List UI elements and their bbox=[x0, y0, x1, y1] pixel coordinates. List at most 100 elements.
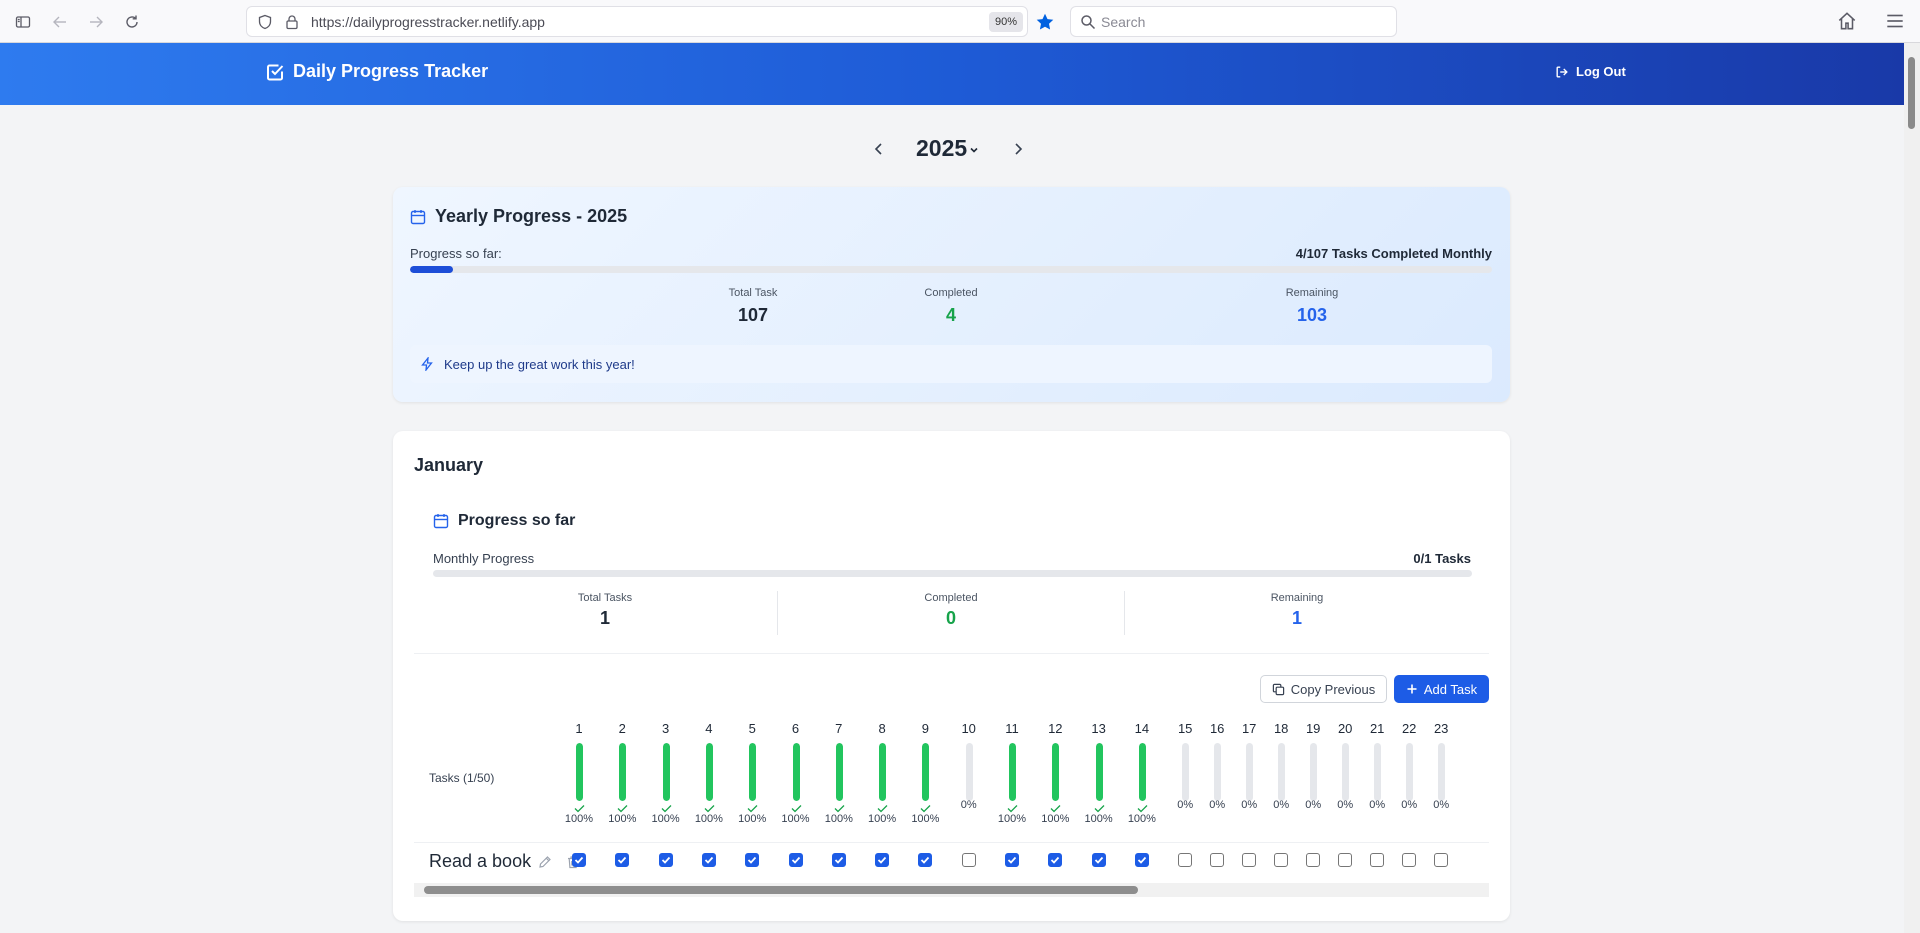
day-checkbox[interactable] bbox=[1370, 853, 1385, 867]
day-progress-bar bbox=[705, 743, 713, 801]
stat-label: Total Tasks bbox=[577, 592, 633, 604]
day-progress-fill bbox=[835, 743, 843, 801]
checkmark-icon bbox=[704, 805, 715, 813]
month-title: January bbox=[414, 455, 484, 475]
stat-divider bbox=[777, 591, 778, 635]
year-value: 2025 bbox=[916, 135, 968, 161]
day-number: 22 bbox=[1401, 721, 1417, 736]
tracking-shield-icon[interactable] bbox=[257, 14, 273, 30]
stat-value: 103 bbox=[1296, 305, 1328, 325]
day-progress-fill bbox=[662, 743, 670, 801]
day-checkbox[interactable] bbox=[1091, 853, 1106, 867]
day-checkbox[interactable] bbox=[572, 853, 586, 867]
day-checkbox[interactable] bbox=[1048, 853, 1063, 867]
day-progress-bar bbox=[662, 743, 670, 801]
day-checkbox[interactable] bbox=[1005, 853, 1019, 867]
day-percent: 100% bbox=[1041, 813, 1070, 825]
day-checkbox[interactable] bbox=[1134, 853, 1149, 867]
calendar-icon bbox=[410, 209, 426, 224]
app-brand[interactable]: Daily Progress Tracker bbox=[265, 61, 488, 82]
section-divider bbox=[414, 653, 1489, 654]
day-number: 20 bbox=[1337, 721, 1353, 736]
horizontal-scrollbar[interactable] bbox=[414, 883, 1489, 897]
monthly-progress-count: 0/1 Tasks bbox=[1413, 551, 1471, 566]
year-dropdown[interactable]: 2025 bbox=[916, 135, 979, 162]
day-progress-bar bbox=[1009, 743, 1016, 801]
day-number: 1 bbox=[575, 721, 583, 736]
checkbox-check-icon bbox=[834, 856, 843, 864]
day-checkbox[interactable] bbox=[615, 853, 630, 867]
home-icon[interactable] bbox=[1836, 10, 1858, 32]
day-checkbox[interactable] bbox=[701, 853, 716, 867]
previous-year-chevron-icon[interactable] bbox=[870, 140, 888, 158]
day-number: 9 bbox=[921, 721, 929, 736]
day-percent: 100% bbox=[1127, 813, 1156, 825]
checkmark-icon bbox=[574, 805, 585, 813]
monthly-progress-label: Monthly Progress bbox=[433, 551, 535, 566]
day-number: 16 bbox=[1209, 721, 1225, 736]
day-checkbox[interactable] bbox=[1274, 853, 1289, 867]
add-task-button[interactable]: Add Task bbox=[1394, 675, 1489, 703]
day-checkbox[interactable] bbox=[1338, 853, 1353, 867]
day-checkbox[interactable] bbox=[1434, 853, 1449, 867]
day-progress-fill bbox=[619, 743, 627, 801]
sidebar-toggle-icon[interactable] bbox=[11, 10, 35, 34]
day-checkbox[interactable] bbox=[1306, 853, 1321, 867]
lock-icon[interactable] bbox=[284, 14, 300, 30]
day-checkbox[interactable] bbox=[658, 853, 673, 867]
search-input[interactable] bbox=[1101, 12, 1381, 32]
day-percent: 100% bbox=[651, 813, 680, 825]
day-percent: 100% bbox=[564, 813, 594, 825]
address-bar[interactable]: https://dailyprogresstracker.netlify.app… bbox=[246, 6, 1054, 37]
url-text[interactable]: https://dailyprogresstracker.netlify.app bbox=[311, 14, 545, 30]
day-percent: 0% bbox=[1305, 799, 1322, 811]
app-header: Daily Progress Tracker Log Out bbox=[0, 43, 1904, 105]
stat-value: 1 bbox=[1291, 608, 1302, 628]
day-percent: 0% bbox=[1401, 799, 1418, 811]
checkbox-check-icon bbox=[1007, 856, 1017, 864]
hamburger-menu-icon[interactable] bbox=[1884, 10, 1906, 32]
day-percent: 100% bbox=[694, 813, 723, 825]
stat-value: 0 bbox=[945, 608, 956, 628]
page-scrollbar[interactable] bbox=[1904, 43, 1920, 933]
checkbox-check-icon bbox=[1094, 856, 1103, 864]
horizontal-scrollbar-thumb[interactable] bbox=[424, 886, 1138, 894]
day-checkbox[interactable] bbox=[875, 853, 890, 867]
checkbox-check-icon bbox=[1051, 856, 1060, 864]
checkmark-icon bbox=[661, 805, 672, 813]
day-checkbox[interactable] bbox=[1402, 853, 1417, 867]
back-arrow-icon[interactable] bbox=[48, 10, 72, 34]
forward-arrow-icon[interactable] bbox=[84, 10, 108, 34]
pencil-edit-icon[interactable] bbox=[538, 855, 552, 869]
day-checkbox[interactable] bbox=[745, 853, 760, 867]
bookmark-star-icon[interactable] bbox=[1035, 12, 1055, 32]
next-year-chevron-icon[interactable] bbox=[1009, 140, 1027, 158]
day-checkbox[interactable] bbox=[961, 853, 976, 867]
day-progress-bar bbox=[576, 743, 583, 801]
day-checkbox[interactable] bbox=[1242, 853, 1257, 867]
day-progress-fill bbox=[1009, 743, 1016, 801]
day-percent: 0% bbox=[1177, 799, 1194, 811]
day-checkbox[interactable] bbox=[1178, 853, 1193, 867]
day-checkbox[interactable] bbox=[831, 853, 846, 867]
browser-search-bar[interactable] bbox=[1070, 6, 1397, 37]
day-progress-fill bbox=[1138, 743, 1146, 801]
reload-icon[interactable] bbox=[120, 10, 144, 34]
day-checkbox[interactable] bbox=[1210, 853, 1225, 867]
day-checkbox[interactable] bbox=[788, 853, 803, 867]
yearly-total-stat: Total Task 107 bbox=[653, 287, 853, 326]
checkbox-check-icon bbox=[704, 856, 714, 864]
day-progress-fill bbox=[749, 743, 757, 801]
logout-button[interactable]: Log Out bbox=[1555, 64, 1626, 79]
day-number: 10 bbox=[961, 721, 976, 736]
copy-previous-button[interactable]: Copy Previous bbox=[1260, 675, 1387, 703]
day-number: 19 bbox=[1305, 721, 1321, 736]
page-scrollbar-thumb[interactable] bbox=[1908, 57, 1915, 129]
day-percent: 100% bbox=[1084, 813, 1113, 825]
copy-icon bbox=[1272, 683, 1284, 695]
day-checkbox[interactable] bbox=[918, 853, 933, 867]
checkmark-icon bbox=[1137, 805, 1148, 813]
day-number: 7 bbox=[835, 721, 843, 736]
zoom-level-badge[interactable]: 90% bbox=[989, 12, 1024, 32]
chevron-down-icon bbox=[970, 147, 978, 153]
